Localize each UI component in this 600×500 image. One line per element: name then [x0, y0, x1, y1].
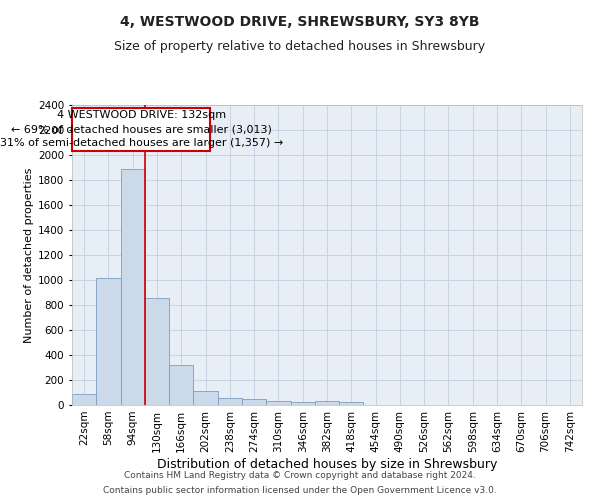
Bar [218, 398, 242, 405]
Bar [193, 390, 218, 405]
X-axis label: Distribution of detached houses by size in Shrewsbury: Distribution of detached houses by size … [157, 458, 497, 470]
Y-axis label: Number of detached properties: Number of detached properties [24, 168, 34, 342]
Text: 4 WESTWOOD DRIVE: 132sqm
← 69% of detached houses are smaller (3,013)
31% of sem: 4 WESTWOOD DRIVE: 132sqm ← 69% of detach… [0, 110, 283, 148]
Bar [242, 399, 266, 405]
Text: Contains public sector information licensed under the Open Government Licence v3: Contains public sector information licen… [103, 486, 497, 495]
FancyBboxPatch shape [72, 108, 211, 150]
Bar [145, 298, 169, 405]
Bar [290, 402, 315, 405]
Text: Size of property relative to detached houses in Shrewsbury: Size of property relative to detached ho… [115, 40, 485, 53]
Bar [169, 365, 193, 405]
Bar [96, 278, 121, 405]
Text: 4, WESTWOOD DRIVE, SHREWSBURY, SY3 8YB: 4, WESTWOOD DRIVE, SHREWSBURY, SY3 8YB [120, 15, 480, 29]
Bar [315, 400, 339, 405]
Bar [339, 402, 364, 405]
Bar [121, 169, 145, 405]
Text: Contains HM Land Registry data © Crown copyright and database right 2024.: Contains HM Land Registry data © Crown c… [124, 471, 476, 480]
Bar [266, 400, 290, 405]
Bar [72, 394, 96, 405]
